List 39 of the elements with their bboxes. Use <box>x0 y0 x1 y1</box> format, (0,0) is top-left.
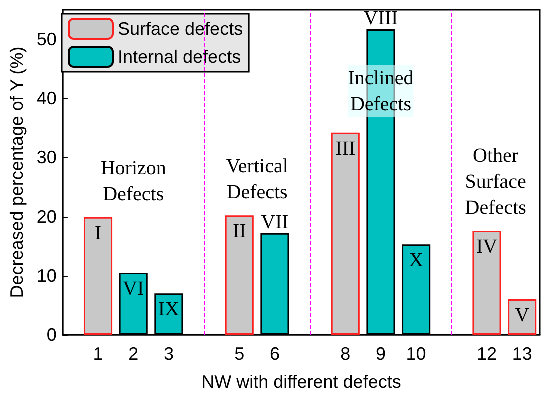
annotation: Horizon Defects <box>100 157 166 206</box>
data-label: I <box>94 222 102 244</box>
y-tick-label: 0 <box>46 325 57 345</box>
x-tick-label: 10 <box>406 344 426 364</box>
annotation: Vertical Defects <box>226 156 289 204</box>
annotation: Other Surface Defects <box>465 145 527 219</box>
bar <box>84 217 113 335</box>
x-tick-label: 6 <box>270 344 280 364</box>
x-axis-title: NW with different defects <box>202 372 402 392</box>
bar <box>331 132 360 335</box>
x-tick-label: 9 <box>376 344 386 364</box>
x-tick-label: 5 <box>234 344 245 364</box>
data-label: IX <box>158 298 180 321</box>
x-tick-label: 2 <box>128 344 139 364</box>
data-label: VIII <box>364 8 398 30</box>
data-label: VII <box>261 211 289 234</box>
bar <box>225 216 254 335</box>
x-tick-label: 3 <box>164 344 174 364</box>
y-tick-label: 20 <box>36 206 57 227</box>
x-tick-label: 1 <box>93 344 104 364</box>
x-tick-label: 13 <box>512 344 532 364</box>
data-label: II <box>232 220 246 243</box>
data-label: V <box>515 304 530 327</box>
x-tick-label: 8 <box>340 344 351 364</box>
y-tick-label: 30 <box>36 148 57 168</box>
y-axis-title: Decreased percentage of Y (%) <box>7 46 27 298</box>
bar <box>472 231 502 335</box>
data-label: VI <box>123 278 144 300</box>
annotation: Inclined Defects <box>348 67 414 116</box>
y-tick-label: 10 <box>36 266 57 286</box>
legend-label: Internal defects <box>118 47 242 67</box>
data-label: III <box>336 138 356 160</box>
y-tick-label: 40 <box>36 88 57 109</box>
bar <box>508 300 537 335</box>
data-label: X <box>409 250 424 272</box>
x-tick-label: 12 <box>476 344 498 364</box>
legend-label: Surface defects <box>118 19 244 39</box>
data-label: IV <box>476 236 498 258</box>
y-tick-label: 50 <box>36 30 57 50</box>
